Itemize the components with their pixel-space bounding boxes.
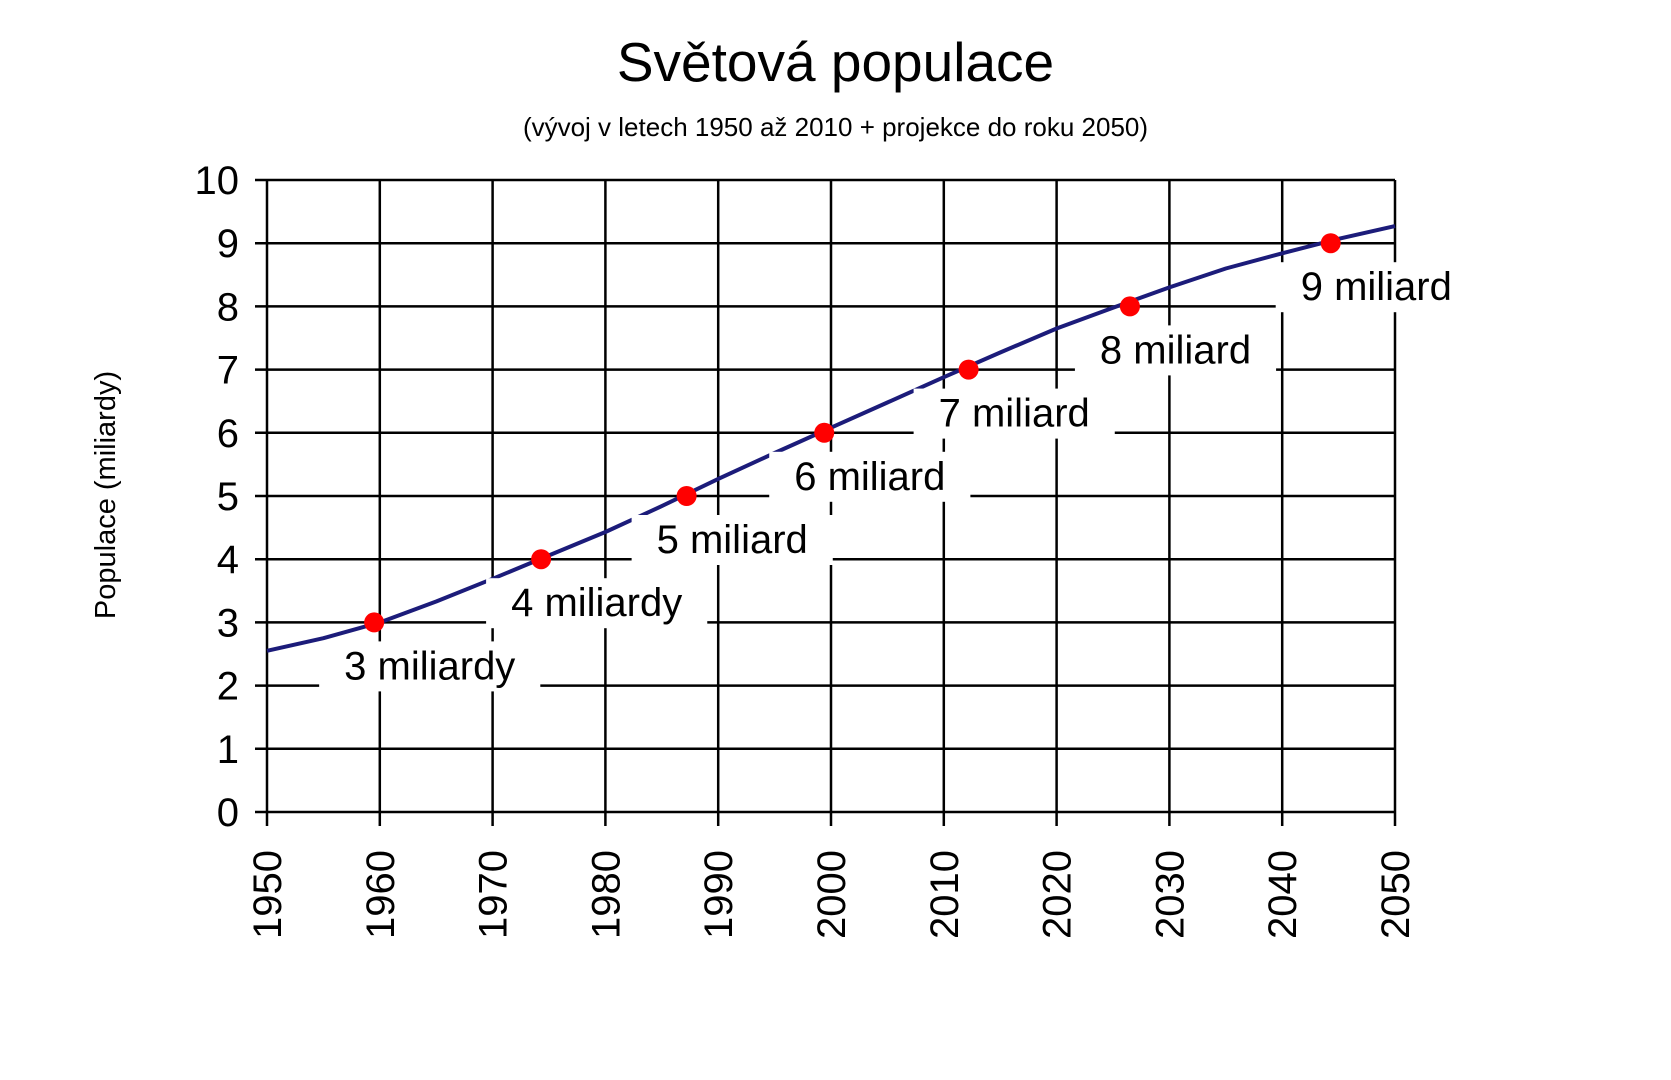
milestone-label-group: 6 miliard: [769, 451, 971, 502]
x-tick-label: 2010: [923, 850, 967, 939]
milestone-marker: [676, 486, 697, 506]
milestone-marker: [364, 612, 385, 633]
x-tick-label: 2050: [1374, 850, 1418, 939]
y-tick-label: 6: [217, 412, 239, 456]
milestone-label-group: 7 miliard: [913, 388, 1115, 439]
milestone-marker: [1320, 233, 1341, 254]
y-tick-label: 1: [217, 728, 239, 772]
milestone-label-group: 3 miliardy: [319, 641, 541, 692]
milestone-label: 6 miliard: [794, 455, 945, 499]
grid: [255, 178, 1397, 826]
milestone-label-background: [769, 451, 971, 502]
milestone-label: 5 miliard: [657, 518, 808, 562]
milestone-marker: [958, 359, 979, 380]
milestone-label-background: [1275, 262, 1477, 313]
y-axis-label: Populace (miliardy): [90, 371, 122, 619]
x-tick-label: 1980: [584, 850, 628, 939]
milestone-marker: [814, 422, 835, 443]
y-tick-label: 7: [217, 349, 239, 393]
milestone-label: 8 miliard: [1100, 328, 1251, 372]
milestone-label-background: [913, 388, 1115, 439]
x-tick-label: 1950: [246, 850, 290, 939]
milestone-label-background: [486, 578, 708, 629]
milestone-label: 7 miliard: [939, 392, 1090, 436]
x-tick-label: 2030: [1148, 850, 1192, 939]
y-tick-label: 9: [217, 222, 239, 266]
x-tick-label: 2020: [1036, 850, 1080, 939]
milestone-label-group: 4 miliardy: [486, 578, 708, 629]
chart-title: Světová populace: [616, 31, 1055, 93]
milestone-marker: [1119, 296, 1140, 317]
y-tick-label: 10: [195, 159, 240, 203]
y-tick-label: 8: [217, 285, 239, 329]
y-tick-label: 0: [217, 791, 239, 835]
milestone-label-group: 9 miliard: [1275, 262, 1477, 313]
x-tick-label: 1970: [472, 850, 516, 939]
x-tick-label: 1990: [697, 850, 741, 939]
x-tick-labels: 1950 1960 1970 1980 1990 2000 2010 2020 2030 2040…: [246, 850, 1418, 939]
y-tick-label: 5: [217, 475, 239, 519]
milestone-marker: [531, 549, 552, 570]
milestone-label: 9 miliard: [1301, 265, 1452, 309]
milestone-label: 3 miliardy: [344, 644, 515, 688]
x-tick-label: 2040: [1261, 850, 1305, 939]
x-tick-label: 2000: [810, 850, 854, 939]
milestone-labels: 3 miliardy 4 miliardy 5 miliard 6 miliard 7 …: [319, 262, 1477, 692]
milestone-label-group: 8 miliard: [1074, 325, 1277, 376]
milestone-markers: [364, 233, 1341, 633]
milestone-label: 4 miliardy: [511, 581, 682, 625]
x-tick-label: 1960: [359, 850, 403, 939]
milestone-label-background: [319, 641, 541, 692]
milestone-label-background: [631, 515, 833, 565]
y-tick-labels: 0 1 2 3 4 5 6 7 8 9 10: [195, 159, 240, 835]
y-tick-label: 2: [217, 665, 239, 709]
y-tick-label: 3: [217, 601, 239, 645]
milestone-label-background: [1074, 325, 1277, 376]
chart-subtitle: (vývoj v letech 1950 až 2010 + projekce …: [522, 112, 1149, 142]
y-tick-label: 4: [217, 538, 239, 582]
milestone-label-group: 5 miliard: [631, 515, 833, 565]
